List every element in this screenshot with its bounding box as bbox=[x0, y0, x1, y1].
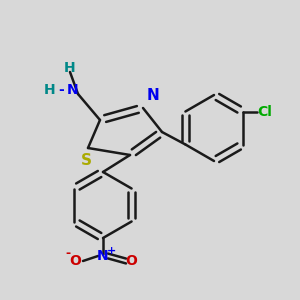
Text: N: N bbox=[147, 88, 160, 103]
Text: S: S bbox=[80, 153, 92, 168]
Text: O: O bbox=[69, 254, 81, 268]
Text: H: H bbox=[44, 83, 56, 97]
Text: -: - bbox=[58, 83, 64, 97]
Text: H: H bbox=[64, 61, 76, 75]
Text: -: - bbox=[65, 247, 70, 260]
Text: N: N bbox=[97, 249, 109, 263]
Text: N: N bbox=[67, 83, 79, 97]
Text: Cl: Cl bbox=[258, 104, 272, 118]
Text: +: + bbox=[106, 246, 116, 256]
Text: O: O bbox=[125, 254, 137, 268]
